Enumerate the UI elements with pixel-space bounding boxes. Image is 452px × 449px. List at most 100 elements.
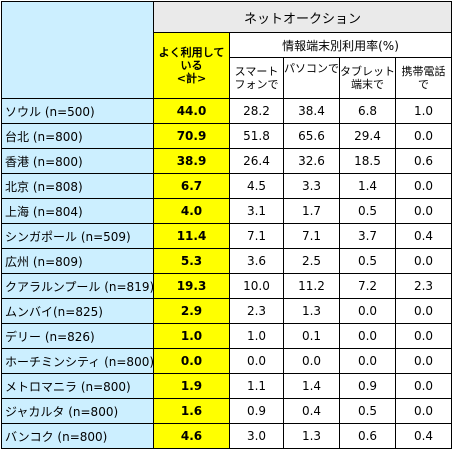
usage-rate-header-line-1: よく利用して [158, 46, 225, 59]
smartphone-value-cell: 7.1 [229, 223, 284, 249]
smartphone-value-cell: 26.4 [229, 148, 284, 174]
table-row: クアラルンプール (n=819) 19.3 10.0 11.2 7.2 2.3 [1, 273, 452, 299]
tablet-value-cell: 29.4 [339, 123, 396, 149]
mobile-value-cell: 1.0 [394, 98, 452, 124]
table-row: シンガポール (n=509) 11.4 7.1 7.1 3.7 0.4 [1, 223, 452, 249]
mobile-value-cell: 0.0 [394, 373, 452, 399]
mobile-value-cell: 2.3 [394, 273, 452, 299]
usage-rate-cell: 38.9 [153, 148, 230, 174]
table-row: メトロマニラ (n=800) 1.9 1.1 1.4 0.9 0.0 [1, 373, 452, 399]
tablet-value-cell: 0.9 [339, 373, 396, 399]
mobile-value-cell: 0.4 [394, 423, 452, 449]
device-header-mobile: 携帯電話 で [394, 57, 452, 99]
table-row: 香港 (n=800) 38.9 26.4 32.6 18.5 0.6 [1, 148, 452, 174]
smartphone-value-cell: 4.5 [229, 173, 284, 199]
city-cell: バンコク (n=800) [1, 423, 154, 449]
usage-rate-cell: 5.3 [153, 248, 230, 274]
table-row: 北京 (n=808) 6.7 4.5 3.3 1.4 0.0 [1, 173, 452, 199]
mobile-value-cell: 0.0 [394, 173, 452, 199]
usage-rate-cell: 70.9 [153, 123, 230, 149]
usage-rate-cell: 44.0 [153, 98, 230, 124]
device-header-tablet-line-1: タブレット [340, 65, 395, 78]
smartphone-value-cell: 0.9 [229, 398, 284, 424]
city-cell: ソウル (n=500) [1, 98, 154, 124]
pc-value-cell: 1.4 [283, 373, 340, 399]
table-row: バンコク (n=800) 4.6 3.0 1.3 0.6 0.4 [1, 423, 452, 449]
device-header-smartphone-line-1: スマート [234, 65, 279, 78]
mobile-value-cell: 0.0 [394, 248, 452, 274]
tablet-value-cell: 3.7 [339, 223, 396, 249]
city-cell: シンガポール (n=509) [1, 223, 154, 249]
smartphone-value-cell: 1.1 [229, 373, 284, 399]
pc-value-cell: 7.1 [283, 223, 340, 249]
device-header-pc-line-1: パソコンで [284, 62, 339, 75]
device-header-mobile-line-1: 携帯電話 [401, 65, 446, 78]
city-cell: メトロマニラ (n=800) [1, 373, 154, 399]
smartphone-value-cell: 51.8 [229, 123, 284, 149]
mobile-value-cell: 0.0 [394, 123, 452, 149]
usage-rate-cell: 19.3 [153, 273, 230, 299]
mobile-value-cell: 0.0 [394, 348, 452, 374]
tablet-value-cell: 0.5 [339, 398, 396, 424]
mobile-value-cell: 0.0 [394, 298, 452, 324]
mobile-value-cell: 0.6 [394, 148, 452, 174]
table-row: 台北 (n=800) 70.9 51.8 65.6 29.4 0.0 [1, 123, 452, 149]
smartphone-value-cell: 0.0 [229, 348, 284, 374]
city-cell: デリー (n=826) [1, 323, 154, 349]
smartphone-value-cell: 10.0 [229, 273, 284, 299]
table-row: ホーチミンシティ (n=800) 0.0 0.0 0.0 0.0 0.0 [1, 348, 452, 374]
usage-rate-cell: 1.9 [153, 373, 230, 399]
usage-rate-header-line-2: いる [180, 59, 203, 72]
table-row: 上海 (n=804) 4.0 3.1 1.7 0.5 0.0 [1, 198, 452, 224]
pc-value-cell: 1.7 [283, 198, 340, 224]
mobile-value-cell: 0.4 [394, 223, 452, 249]
usage-rate-header-line-3: <計> [176, 72, 207, 85]
tablet-value-cell: 0.0 [339, 298, 396, 324]
smartphone-value-cell: 1.0 [229, 323, 284, 349]
pc-value-cell: 1.3 [283, 423, 340, 449]
city-cell: ジャカルタ (n=800) [1, 398, 154, 424]
usage-rate-cell: 4.6 [153, 423, 230, 449]
device-header-smartphone: スマート フォンで [229, 57, 284, 99]
smartphone-value-cell: 2.3 [229, 298, 284, 324]
tablet-value-cell: 6.8 [339, 98, 396, 124]
tablet-value-cell: 7.2 [339, 273, 396, 299]
mobile-value-cell: 0.0 [394, 198, 452, 224]
city-cell: 広州 (n=809) [1, 248, 154, 274]
city-cell: 台北 (n=800) [1, 123, 154, 149]
city-cell: 北京 (n=808) [1, 173, 154, 199]
city-cell: クアラルンプール (n=819) [1, 273, 154, 299]
usage-rate-cell: 4.0 [153, 198, 230, 224]
tablet-value-cell: 0.0 [339, 323, 396, 349]
usage-rate-cell: 0.0 [153, 348, 230, 374]
table-row: デリー (n=826) 1.0 1.0 0.1 0.0 0.0 [1, 323, 452, 349]
pc-value-cell: 2.5 [283, 248, 340, 274]
pc-value-cell: 0.1 [283, 323, 340, 349]
mobile-value-cell: 0.0 [394, 398, 452, 424]
pc-value-cell: 11.2 [283, 273, 340, 299]
usage-rate-cell: 1.0 [153, 323, 230, 349]
smartphone-value-cell: 28.2 [229, 98, 284, 124]
city-cell: ホーチミンシティ (n=800) [1, 348, 154, 374]
pc-value-cell: 1.3 [283, 298, 340, 324]
smartphone-value-cell: 3.6 [229, 248, 284, 274]
usage-rate-cell: 2.9 [153, 298, 230, 324]
usage-rate-cell: 1.6 [153, 398, 230, 424]
pc-value-cell: 0.0 [283, 348, 340, 374]
tablet-value-cell: 18.5 [339, 148, 396, 174]
pc-value-cell: 32.6 [283, 148, 340, 174]
table-row: 広州 (n=809) 5.3 3.6 2.5 0.5 0.0 [1, 248, 452, 274]
usage-rate-cell: 11.4 [153, 223, 230, 249]
smartphone-value-cell: 3.0 [229, 423, 284, 449]
device-header-tablet-line-2: 端末で [351, 78, 384, 91]
category-header: ネットオークション [152, 1, 452, 33]
table-row: ソウル (n=500) 44.0 28.2 38.4 6.8 1.0 [1, 98, 452, 124]
city-cell: ムンバイ(n=825) [1, 298, 154, 324]
tablet-value-cell: 0.6 [339, 423, 396, 449]
device-header-tablet: タブレット 端末で [339, 57, 396, 99]
table-row: ジャカルタ (n=800) 1.6 0.9 0.4 0.5 0.0 [1, 398, 452, 424]
device-header-mobile-line-2: で [418, 78, 430, 91]
pc-value-cell: 38.4 [283, 98, 340, 124]
device-group-header: 情報端末別利用率(%) [228, 32, 452, 58]
